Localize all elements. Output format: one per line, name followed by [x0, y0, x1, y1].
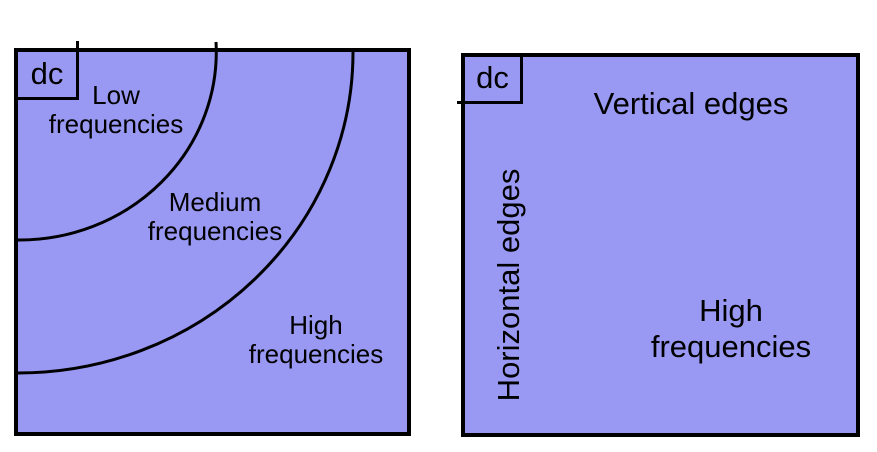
label-medium-frequencies: Medium frequencies	[147, 187, 283, 246]
medium-high-boundary-arc	[17, 49, 355, 375]
frequency-arcs	[17, 41, 355, 375]
label-low-frequencies: Low frequencies	[48, 80, 184, 139]
panel-frequency-bands: dc Low frequencies Medium frequencies Hi…	[14, 41, 411, 436]
low-medium-boundary-arc	[17, 41, 218, 242]
panel-edge-orientation: dc Vertical edges Horizontal edges High …	[457, 53, 860, 437]
label-vertical-edges: Vertical edges	[593, 86, 789, 121]
dc-coefficient-box: dc	[18, 52, 79, 100]
dc-box-overshoot-tick	[457, 101, 463, 104]
label-high-frequencies: High frequencies	[650, 293, 812, 364]
label-horizontal-edges: Horizontal edges	[491, 168, 526, 402]
dc-box-overshoot-tick	[76, 41, 79, 51]
dc-coefficient-box: dc	[465, 57, 523, 104]
dc-label: dc	[30, 55, 64, 91]
label-high-frequencies: High frequencies	[248, 310, 384, 369]
dc-label: dc	[476, 60, 509, 95]
